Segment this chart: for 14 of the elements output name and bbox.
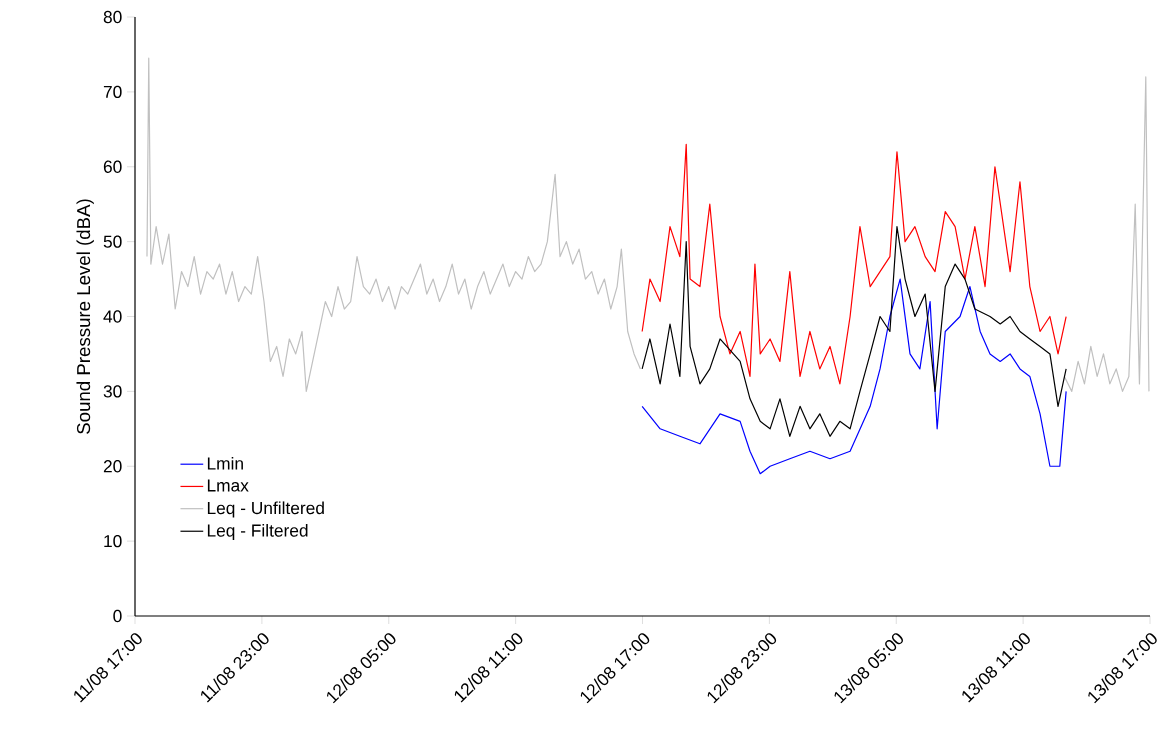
- legend-label: Leq - Filtered: [207, 523, 308, 541]
- y-tick-label: 20: [103, 460, 122, 473]
- y-tick-label: 10: [104, 534, 122, 548]
- y-tick-label: 30: [103, 385, 122, 398]
- y-axis-title: Sound Pressure Level (dBA): [76, 199, 94, 434]
- y-tick-label: 40: [103, 310, 122, 323]
- y-tick-label: 60: [103, 160, 122, 173]
- legend-label: Lmax: [207, 479, 249, 492]
- y-tick-label: 70: [103, 85, 122, 99]
- legend-label: Lmin: [207, 456, 243, 470]
- legend-label: Leq - Unfiltered: [207, 501, 324, 518]
- y-tick-label: 0: [113, 609, 122, 623]
- y-tick-label: 50: [103, 235, 122, 248]
- y-tick-label: 80: [103, 10, 122, 24]
